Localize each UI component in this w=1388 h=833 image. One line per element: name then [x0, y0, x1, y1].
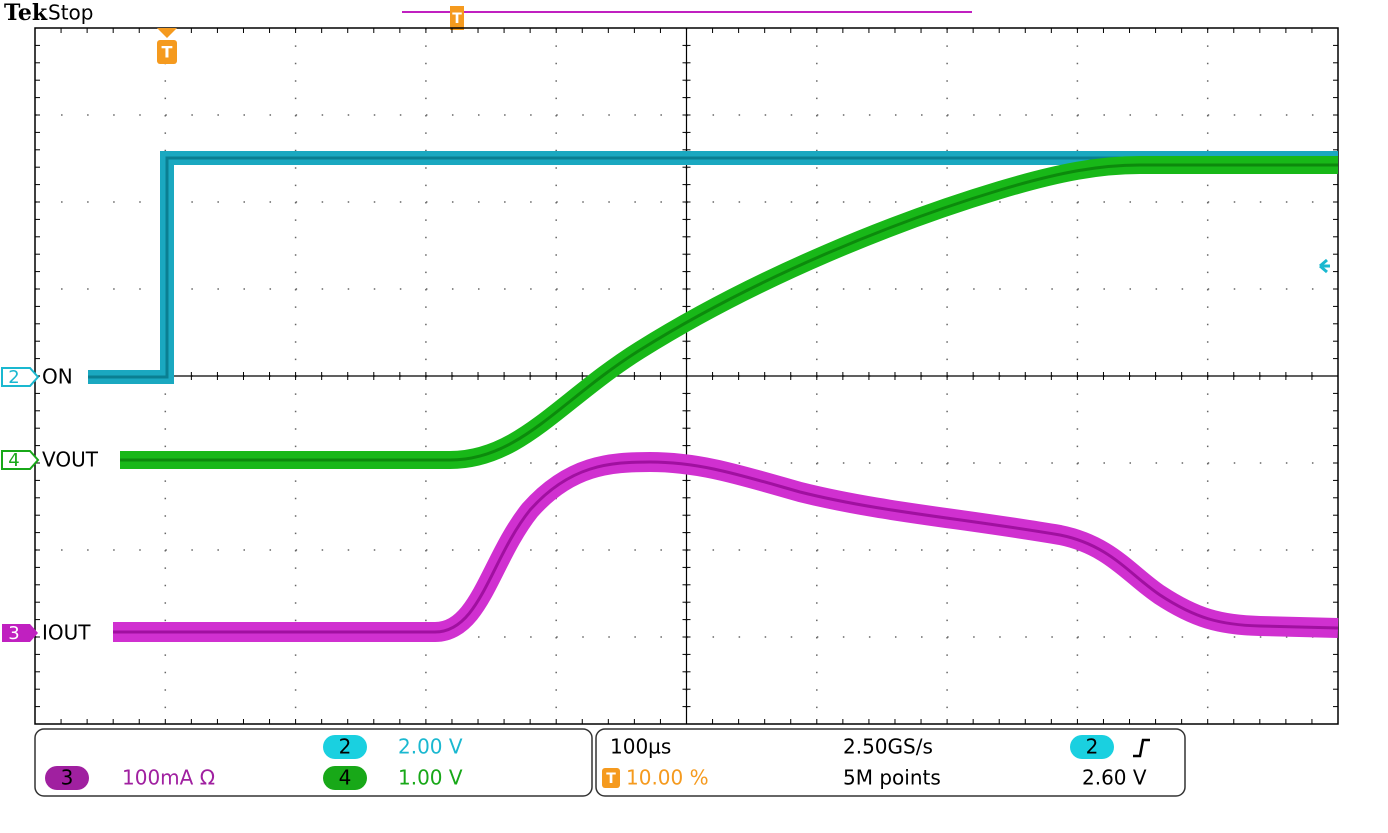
- scale: 100mA Ω: [122, 766, 215, 790]
- trigger-marker-text: T: [162, 43, 173, 62]
- channel-marker: [1, 450, 40, 470]
- badge-number: 4: [339, 766, 352, 790]
- trigger-arrow: [157, 28, 177, 38]
- trigger-level: 2.60 V: [1082, 766, 1147, 790]
- slope-icon: [1133, 738, 1150, 758]
- trace-ch2-core: [85, 156, 1338, 379]
- channel-marker: [2, 624, 38, 642]
- status: Stop: [48, 1, 93, 25]
- channel-label: VOUT: [42, 448, 99, 472]
- scale: 2.00 V: [398, 735, 463, 759]
- trace-ch3-core: [113, 460, 1339, 634]
- record-trigger-text: T: [452, 11, 462, 27]
- trigger-level-arrow: [1319, 258, 1330, 274]
- trace-ch2: [85, 151, 1338, 384]
- trace-ch3: [113, 451, 1339, 642]
- trigger-marker: [157, 40, 177, 64]
- trigger-badge: [602, 768, 620, 788]
- label-bg: [40, 449, 120, 471]
- trace-ch4-core: [120, 163, 1338, 462]
- record-length: 5M points: [843, 766, 941, 790]
- channel-badge: [323, 735, 367, 759]
- channel-marker: [1, 367, 40, 387]
- trigger-badge-text: T: [606, 771, 616, 787]
- trigger-source: 2: [1086, 735, 1099, 759]
- trace-ch4: [120, 156, 1338, 469]
- channel-number: 2: [8, 367, 19, 388]
- badge-number: 2: [339, 735, 352, 759]
- label-bg: [40, 622, 112, 644]
- readout-box: [34, 728, 593, 797]
- channel-label: IOUT: [42, 621, 91, 645]
- channel-badge: [323, 766, 367, 790]
- label-bg: [40, 366, 88, 388]
- timebase: 100µs: [610, 735, 671, 759]
- channel-label: ON: [42, 365, 73, 389]
- record-trigger-marker: [450, 6, 464, 30]
- channel-number: 4: [8, 450, 19, 471]
- readout-box: [595, 728, 1186, 797]
- sample-rate: 2.50GS/s: [843, 735, 933, 759]
- graticule: [34, 27, 1339, 725]
- scale: 1.00 V: [398, 766, 463, 790]
- channel-badge: [45, 766, 89, 790]
- brand: Tek: [4, 0, 48, 26]
- channel-number: 3: [8, 623, 19, 644]
- trigger-position: 10.00 %: [626, 766, 709, 790]
- channel-badge: [1070, 735, 1114, 759]
- badge-number: 3: [61, 766, 74, 790]
